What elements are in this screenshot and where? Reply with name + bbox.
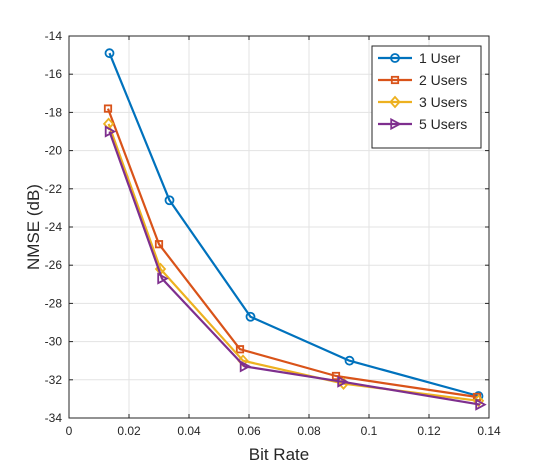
x-axis-label: Bit Rate [249, 445, 309, 464]
x-tick-label: 0.04 [177, 424, 201, 438]
x-tick-label: 0 [66, 424, 73, 438]
series-4 [104, 125, 487, 411]
legend: 1 User 2 Users 3 Users 5 Users [371, 45, 482, 149]
legend-marker [390, 53, 400, 63]
series-line [108, 131, 481, 406]
legend-marker [390, 75, 400, 85]
data-point [154, 240, 164, 249]
series-line [108, 52, 479, 398]
data-point [235, 345, 245, 354]
y-tick-label: -30 [45, 335, 63, 349]
data-point [103, 104, 113, 113]
y-tick-label: -24 [45, 220, 63, 234]
legend-label: 1 User [419, 50, 461, 66]
x-tick-label: 0.02 [117, 424, 141, 438]
y-tick-label: -14 [45, 29, 63, 43]
y-tick-label: -18 [45, 105, 63, 119]
x-tick-label: 0.08 [297, 424, 321, 438]
y-tick-label: -28 [45, 296, 63, 310]
series-layer [102, 48, 487, 411]
y-tick-label: -32 [45, 373, 63, 387]
y-tick-label: -16 [45, 67, 63, 81]
x-tick-label: 0.12 [417, 424, 441, 438]
data-point [239, 360, 252, 373]
legend-entry: 1 User [378, 50, 461, 66]
data-point [344, 355, 355, 366]
data-point [475, 398, 487, 411]
x-tick-label: 0.1 [361, 424, 378, 438]
data-point [157, 272, 169, 285]
y-tick-label: -34 [45, 411, 63, 425]
data-point [331, 371, 341, 381]
data-point [104, 48, 115, 59]
legend-entry: 3 Users [378, 94, 467, 110]
legend-marker [390, 117, 402, 131]
y-tick-label: -22 [45, 182, 63, 196]
legend-marker [389, 95, 401, 109]
data-point [337, 375, 349, 388]
legend-label: 2 Users [419, 72, 467, 88]
tick-labels: 0 0.02 0.04 0.06 0.08 0.1 0.12 0.14 -34 -32 -30 -28… [45, 29, 501, 438]
series-line [106, 108, 478, 399]
data-point [164, 195, 175, 206]
legend-box [371, 45, 482, 149]
data-point [245, 311, 256, 322]
legend-entry: 2 Users [378, 72, 467, 88]
x-tick-label: 0.06 [237, 424, 261, 438]
y-tick-label: -20 [45, 144, 63, 158]
data-point [104, 125, 117, 138]
legend-label: 3 Users [419, 94, 467, 110]
x-tick-label: 0.14 [477, 424, 501, 438]
y-tick-label: -26 [45, 258, 63, 272]
y-axis-label: NMSE (dB) [24, 184, 43, 270]
legend-label: 5 Users [419, 116, 467, 132]
axes [68, 35, 490, 419]
legend-entry: 5 Users [378, 116, 467, 132]
